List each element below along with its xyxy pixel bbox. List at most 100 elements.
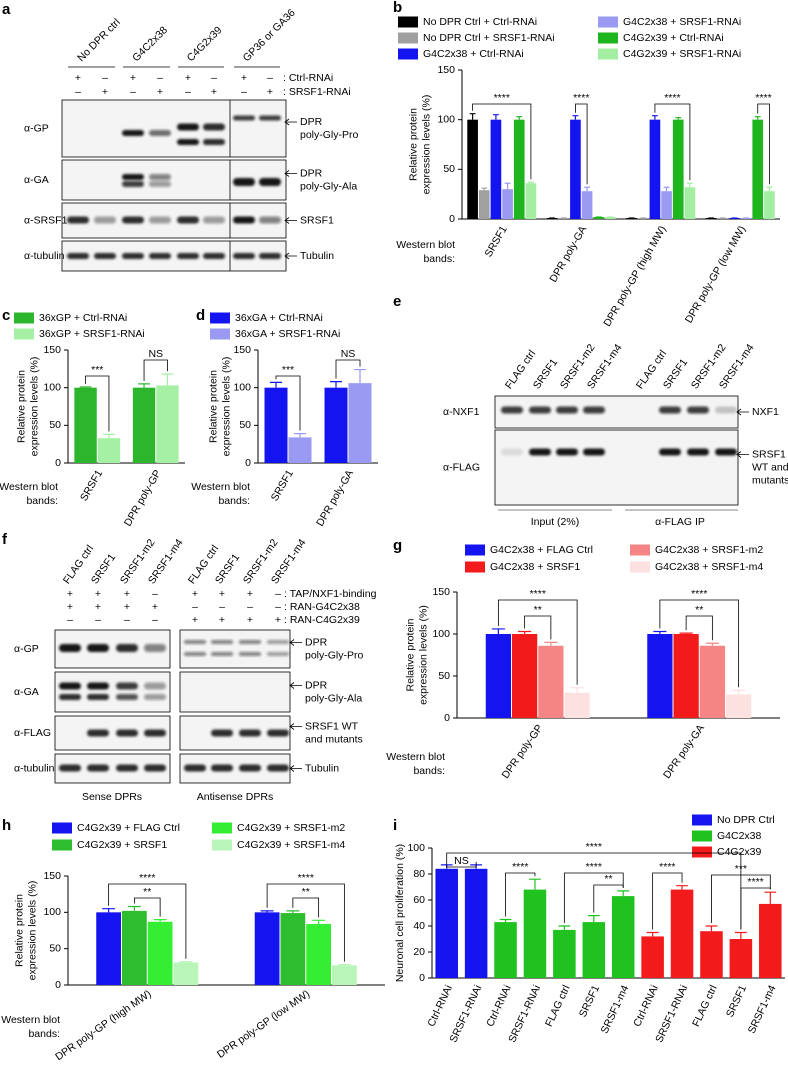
blot-band [184, 764, 206, 772]
bar [348, 383, 372, 463]
blot-band [267, 652, 289, 656]
legend-swatch [692, 846, 712, 858]
y-tick-label: 0 [449, 213, 455, 225]
y-tick-label: 150 [43, 344, 61, 356]
error-bar [617, 890, 630, 897]
blot-band [583, 406, 605, 414]
y-axis-label: expression levels (%) [220, 357, 232, 457]
column-header: GP36 or GA36 [241, 7, 298, 64]
bar [121, 910, 147, 985]
blot-band [67, 253, 89, 259]
blot-band [177, 139, 199, 145]
x-tick-label: Ctrl-RNAi [484, 983, 514, 1028]
bar [649, 119, 661, 219]
antibody-label: α-tubulin [14, 762, 55, 774]
group-label: α-FLAG IP [655, 516, 705, 528]
target-arrow [736, 408, 749, 416]
x-axis-label: Western blot [1, 1014, 60, 1026]
bar [611, 896, 635, 978]
blot-band [149, 216, 171, 224]
legend-label: C4G2x39 + SRSF1-m4 [237, 839, 345, 851]
legend-swatch [210, 328, 230, 340]
legend-swatch [52, 822, 72, 834]
bar [324, 387, 348, 463]
legend-label: 36xGA + SRSF1-RNAi [235, 328, 340, 340]
blot-band [259, 216, 281, 224]
group-label: Sense DPRs [82, 791, 142, 803]
blot-band [87, 764, 109, 772]
bar [700, 931, 723, 978]
x-tick-label: SRSF1 [482, 224, 509, 259]
blot-band [267, 729, 289, 737]
legend-label: G4C2x38 + FLAG Ctrl [490, 544, 593, 556]
legend-label: No DPR Ctrl + Ctrl-RNAi [423, 16, 537, 28]
target-arrow [289, 682, 302, 689]
blot-band [87, 644, 109, 652]
antibody-label: α-GP [24, 122, 49, 134]
legend-label: C4G2x39 + SRSF1-m2 [237, 822, 345, 834]
condition-sign: + [185, 72, 191, 84]
significance-label: **** [494, 92, 510, 104]
legend-label: G4C2x38 + SRSF1-m4 [655, 561, 763, 573]
y-tick-label: 100 [233, 381, 251, 393]
condition-sign: – [192, 601, 198, 613]
significance-bracket [266, 883, 345, 962]
blot-band [177, 123, 199, 131]
condition-sign: – [130, 86, 136, 98]
error-bar [705, 925, 718, 932]
bar [684, 187, 696, 219]
condition-sign: + [95, 588, 101, 600]
error-bar [354, 368, 366, 384]
bar [478, 190, 490, 219]
blot-band [116, 682, 138, 690]
legend-swatch [465, 561, 485, 573]
target-arrow [289, 639, 302, 646]
bar [523, 889, 547, 978]
condition-sign: + [192, 588, 198, 600]
significance-bracket [593, 884, 624, 913]
blot-band [87, 682, 109, 690]
significance-bracket [524, 615, 552, 640]
error-bar [516, 116, 523, 120]
legend-swatch [598, 48, 618, 60]
condition-sign: – [102, 72, 108, 84]
bar [647, 634, 673, 718]
significance-label: *** [91, 364, 103, 376]
significance-bracket [652, 872, 683, 930]
condition-label: : SRSF1-RNAi [283, 86, 351, 98]
y-tick-label: 50 [443, 163, 455, 175]
blot-band [233, 115, 255, 121]
blot-band [556, 448, 578, 456]
error-bar [587, 915, 600, 923]
blot-band [233, 216, 255, 224]
condition-sign: + [219, 614, 225, 626]
antibody-label: α-GA [14, 686, 39, 698]
legend-swatch [630, 544, 650, 556]
y-tick-label: 100 [43, 906, 61, 918]
panel-letter: i [393, 817, 397, 834]
significance-bracket [472, 103, 532, 180]
blot-band [211, 652, 233, 656]
significance-bracket [711, 874, 771, 923]
significance-label: **** [298, 872, 314, 884]
legend-label: 36xGP + SRSF1-RNAi [39, 328, 145, 340]
x-tick-label: SRSF1 [269, 468, 296, 503]
blot-band [149, 181, 171, 187]
y-axis-label: Neuronal cell proliferation (%) [394, 844, 406, 982]
antibody-label: α-FLAG [14, 727, 51, 739]
bar [512, 634, 538, 718]
significance-label: ** [534, 604, 542, 616]
legend-swatch [692, 830, 712, 842]
condition-sign: – [275, 601, 281, 613]
legend-swatch [14, 328, 34, 340]
error-bar [499, 918, 512, 923]
blot-band [529, 406, 551, 414]
legend-swatch [398, 16, 418, 28]
target-arrow [289, 765, 302, 772]
legend-swatch [465, 544, 485, 556]
condition-sign: + [130, 72, 136, 84]
blot-band [144, 644, 166, 652]
x-tick-label: SRSF1 [577, 983, 602, 1019]
error-bar [518, 630, 532, 634]
